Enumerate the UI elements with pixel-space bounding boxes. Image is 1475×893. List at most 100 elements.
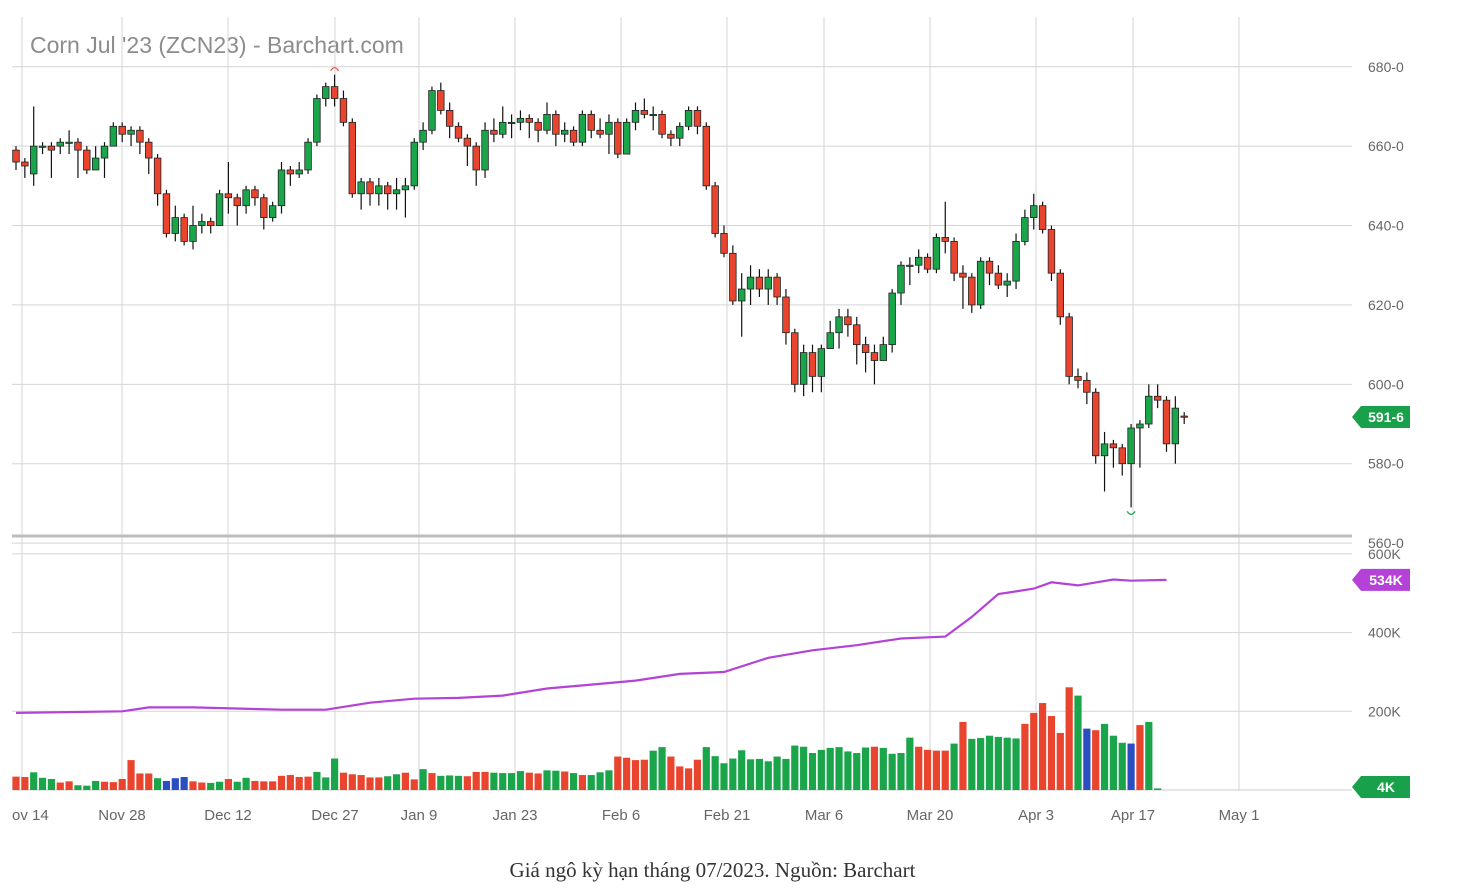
candle <box>915 249 923 274</box>
candle-body <box>428 90 436 131</box>
candle <box>720 225 728 258</box>
candle <box>1162 396 1171 452</box>
volume-bar <box>508 773 516 790</box>
volume-bar <box>47 778 55 790</box>
candle-body <box>481 129 489 171</box>
candle <box>799 344 808 397</box>
price-tick-label: 600-0 <box>1368 376 1404 392</box>
candle-body <box>1180 415 1188 418</box>
candle <box>29 106 38 186</box>
candle <box>56 138 64 155</box>
candle <box>277 162 286 214</box>
candle-body <box>684 110 693 127</box>
volume-bar <box>658 747 666 790</box>
volume-bar <box>162 780 171 790</box>
candle-body <box>304 141 312 171</box>
candle <box>587 110 595 139</box>
volume-bar <box>304 776 312 790</box>
candle-body <box>91 157 100 171</box>
last-volume-badge: 4K <box>1352 776 1410 798</box>
candle <box>1118 443 1126 476</box>
volume-bar <box>1154 788 1162 790</box>
volume-bar <box>543 770 551 790</box>
volume-bar <box>454 775 463 790</box>
candle <box>782 289 790 345</box>
candle <box>976 257 985 309</box>
candle-body <box>614 121 622 155</box>
last-volume-badge-text: 4K <box>1377 779 1395 795</box>
candle-body <box>1100 443 1109 457</box>
candle-body <box>1038 205 1047 230</box>
candle-body <box>375 185 383 195</box>
candle <box>268 201 277 222</box>
last-price-badge-shape <box>1352 406 1410 429</box>
volume-bar <box>897 753 905 790</box>
volume-bars <box>12 687 1162 790</box>
candle <box>1056 269 1064 325</box>
candle-body <box>941 237 949 242</box>
volume-bar <box>171 778 179 790</box>
candle <box>826 320 834 349</box>
volume-bar <box>348 774 356 790</box>
candle-body <box>622 121 631 155</box>
candle-body <box>808 352 817 377</box>
candle <box>83 146 91 174</box>
candle <box>357 177 365 210</box>
candle <box>888 289 896 353</box>
volume-bar <box>623 757 631 790</box>
volume-bar <box>1039 703 1047 790</box>
candle <box>764 269 772 305</box>
volume-bar <box>808 753 817 790</box>
volume-bar <box>525 772 533 790</box>
candle <box>410 138 418 190</box>
volume-bar <box>401 772 409 790</box>
volume-bar <box>1065 687 1073 790</box>
candle <box>242 185 250 214</box>
candle-body <box>410 141 418 187</box>
volume-bar <box>92 780 100 790</box>
volume-bar <box>1074 695 1082 790</box>
volume-bar <box>481 771 489 790</box>
candle <box>622 118 631 155</box>
candle <box>985 257 994 286</box>
candle <box>189 205 197 250</box>
volume-bar <box>38 777 47 790</box>
candle-body <box>569 129 578 143</box>
volume-bar <box>1109 735 1117 790</box>
candle-body <box>578 113 587 143</box>
candle-body <box>74 141 82 151</box>
volume-bar <box>1047 716 1056 790</box>
candle-body <box>171 217 179 234</box>
volume-bar <box>251 780 259 790</box>
candle <box>614 118 622 159</box>
candle-body <box>348 121 356 195</box>
candle-body <box>640 110 649 115</box>
candle-body <box>817 348 826 377</box>
volume-bar <box>959 721 967 790</box>
candle <box>932 233 941 274</box>
candle-body <box>295 169 303 175</box>
candle-body <box>1109 443 1118 449</box>
volume-bar <box>419 769 427 790</box>
candle-body <box>693 110 702 127</box>
candle <box>1083 372 1091 405</box>
volume-bar <box>667 756 675 790</box>
candle-body <box>897 264 905 294</box>
volume-tick-label: 600K <box>1368 546 1401 562</box>
candle <box>330 74 339 107</box>
candle <box>1100 431 1109 492</box>
candle <box>870 344 879 385</box>
candle-body <box>1047 229 1056 274</box>
candle-body <box>419 129 427 143</box>
candle-body <box>109 125 118 147</box>
volume-bar <box>65 781 73 790</box>
volume-bar <box>375 777 383 790</box>
candle <box>1038 201 1047 234</box>
candle-body <box>658 113 666 135</box>
figure-caption: Giá ngô kỳ hạn tháng 07/2023. Nguồn: Bar… <box>509 858 916 882</box>
x-tick-label: Jan 9 <box>401 807 438 824</box>
candle-body <box>596 129 604 135</box>
candle <box>693 106 702 135</box>
candle-body <box>313 98 321 143</box>
volume-bar <box>463 776 471 790</box>
